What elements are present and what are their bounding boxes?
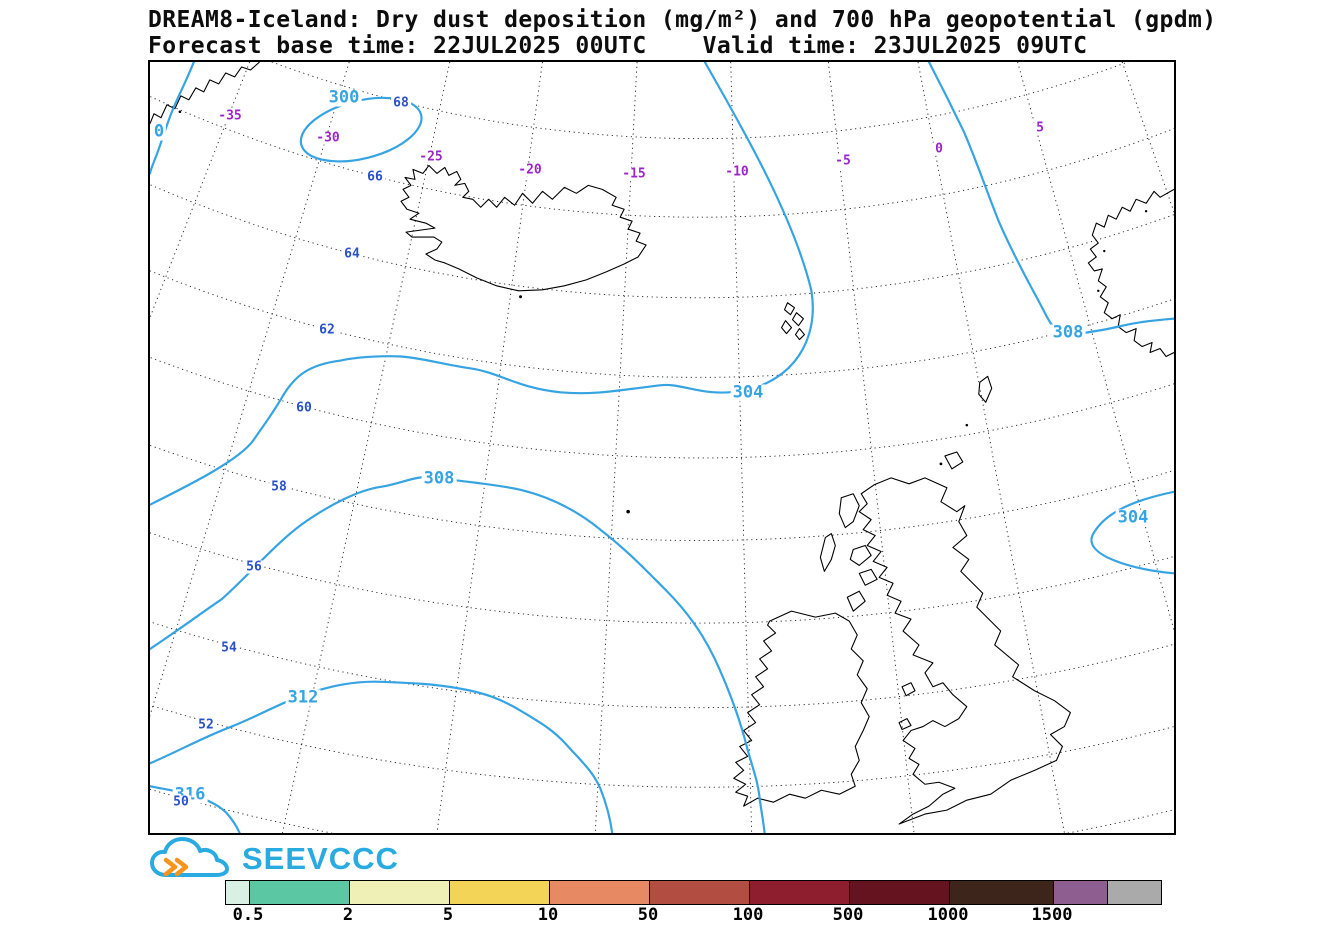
contour-304-east bbox=[1090, 490, 1174, 575]
contour-308-east bbox=[927, 62, 1174, 336]
colorbar-segment bbox=[649, 881, 749, 904]
coastline-norway bbox=[1087, 188, 1174, 358]
valid-time: Valid time: 23JUL2025 09UTC bbox=[702, 33, 1088, 59]
coastline-great-britain bbox=[858, 477, 1071, 825]
colorbar-bar bbox=[225, 880, 1162, 905]
coastlines bbox=[150, 62, 1174, 825]
latitude-label: 64 bbox=[342, 246, 362, 262]
colorbar-segment bbox=[226, 881, 249, 904]
coastline-greenland bbox=[150, 62, 260, 124]
coastline-iceland bbox=[400, 164, 647, 292]
coastline-faroe-islands bbox=[780, 302, 805, 341]
colorbar-segment bbox=[549, 881, 649, 904]
longitude-label: 0 bbox=[933, 141, 945, 157]
latitude-label: 58 bbox=[269, 479, 289, 495]
colorbar-tick-label: 100 bbox=[732, 905, 764, 925]
contour-label: 300 bbox=[326, 87, 362, 108]
latitude-label: 68 bbox=[391, 95, 411, 111]
colorbar-segment bbox=[1053, 881, 1107, 904]
chart-title: DREAM8-Iceland: Dry dust deposition (mg/… bbox=[148, 7, 1217, 33]
colorbar-segment bbox=[349, 881, 449, 904]
map-area: 0 300 304 308 312 316 308 304 -35 -30 -25 -20 -15 -10… bbox=[148, 60, 1176, 835]
colorbar-tick-label: 1500 bbox=[1031, 905, 1073, 925]
vestmannaeyjar-islet bbox=[519, 295, 523, 299]
fair-isle-islet bbox=[965, 423, 969, 427]
graticule-parallels bbox=[150, 62, 1174, 833]
colorbar-labels: 0.5 2 5 10 50 100 500 1000 1500 bbox=[225, 905, 1160, 925]
coastline-shetland bbox=[978, 375, 993, 403]
contour-312 bbox=[150, 680, 614, 833]
colorbar-segment bbox=[449, 881, 549, 904]
coastline-ireland bbox=[733, 610, 870, 807]
chart-subtitle: Forecast base time: 22JUL2025 00UTC Valid… bbox=[148, 33, 1087, 59]
coastline-anglesey bbox=[898, 718, 912, 731]
contour-label: 308 bbox=[1050, 322, 1086, 343]
latitude-label: 54 bbox=[219, 640, 239, 656]
longitude-label: -10 bbox=[723, 164, 751, 180]
greenland-islet bbox=[178, 110, 182, 114]
coastline-hebrides bbox=[819, 493, 878, 612]
latitude-label: 62 bbox=[317, 322, 337, 338]
colorbar-segment bbox=[249, 881, 349, 904]
graticule-meridians bbox=[150, 62, 1174, 833]
longitude-label: -30 bbox=[314, 130, 342, 146]
contour-label: 304 bbox=[730, 382, 766, 403]
map-label-overlay: 0 300 304 308 312 316 308 304 -35 -30 -25 -20 -15 -10… bbox=[150, 62, 1174, 833]
longitude-label: -20 bbox=[516, 162, 544, 178]
contour-label: 0 bbox=[151, 121, 167, 142]
map-svg bbox=[150, 62, 1174, 833]
longitude-label: 5 bbox=[1034, 120, 1046, 136]
forecast-base-time: Forecast base time: 22JUL2025 00UTC bbox=[148, 33, 647, 59]
colorbar-segment bbox=[949, 881, 1053, 904]
longitude-label: -5 bbox=[833, 153, 853, 169]
longitude-label: -35 bbox=[216, 108, 244, 124]
logo-text: SEEVCCC bbox=[242, 841, 399, 876]
latitude-label: 60 bbox=[294, 400, 314, 416]
colorbar-segment bbox=[849, 881, 949, 904]
colorbar-tick-label: 5 bbox=[442, 905, 454, 925]
colorbar-tick-label: 2 bbox=[342, 905, 354, 925]
rockall-islet bbox=[626, 509, 630, 514]
latitude-label: 50 bbox=[171, 794, 191, 810]
colorbar-segment bbox=[749, 881, 849, 904]
geopotential-contours bbox=[150, 62, 1174, 833]
contour-304 bbox=[150, 62, 814, 506]
contour-label: 308 bbox=[421, 468, 457, 489]
colorbar-tick-label: 50 bbox=[637, 905, 659, 925]
longitude-label: -15 bbox=[620, 166, 648, 182]
latitude-label: 66 bbox=[365, 169, 385, 185]
colorbar-segment bbox=[1107, 881, 1161, 904]
contour-label: 304 bbox=[1115, 507, 1151, 528]
colorbar-tick-label: 1000 bbox=[927, 905, 969, 925]
contour-label: 312 bbox=[285, 687, 321, 708]
colorbar-tick-label: 500 bbox=[832, 905, 864, 925]
longitude-label: -25 bbox=[417, 149, 445, 165]
latitude-label: 52 bbox=[196, 717, 216, 733]
coastline-isle-of-man bbox=[901, 682, 916, 697]
colorbar-tick-label: 10 bbox=[537, 905, 559, 925]
cloud-icon bbox=[150, 837, 229, 877]
latitude-label: 56 bbox=[244, 559, 264, 575]
contour-308-west bbox=[150, 475, 766, 833]
colorbar-tick-label: 0.5 bbox=[232, 905, 264, 925]
coastline-orkney bbox=[939, 451, 964, 470]
seevccc-logo: SEEVCCC bbox=[150, 836, 399, 882]
